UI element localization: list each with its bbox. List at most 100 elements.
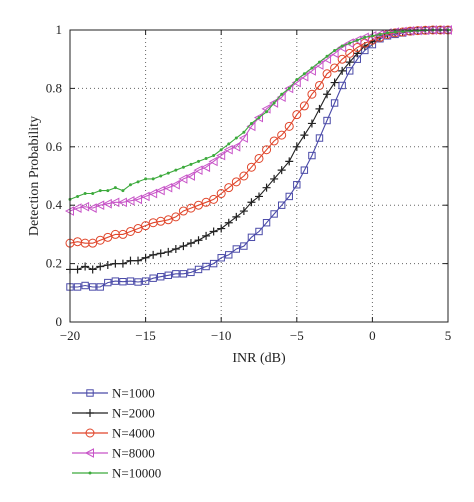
series-line [69,29,448,212]
data-point [242,130,246,134]
data-point [202,262,210,271]
data-point [255,192,263,201]
x-tick-label: −20 [60,328,80,343]
data-point [87,203,97,213]
data-point [201,162,211,173]
series-n-10000 [68,28,450,201]
data-point [193,165,203,175]
series-n-2000 [66,26,452,274]
data-point [300,131,309,140]
data-point [270,174,279,183]
data-point [125,226,135,236]
data-point [378,32,382,36]
data-point [140,191,150,202]
data-point [353,49,362,58]
data-point [277,201,286,209]
data-point [163,215,173,225]
data-point [239,207,248,216]
data-point [156,249,165,258]
data-point [217,224,226,233]
data-point [166,171,170,175]
data-point [325,54,329,58]
legend-label: N=10000 [112,466,161,481]
data-point [302,72,306,76]
data-point [277,130,287,140]
legend-item: N=8000 [72,446,155,461]
data-point [103,232,113,242]
series-line [70,29,448,288]
legend: N=1000 N=2000 N=4000 N=8000 N=10000 [72,386,161,481]
data-point [253,112,263,123]
data-point [208,156,218,167]
data-point [315,104,324,113]
data-point [257,116,261,120]
data-point [315,134,324,142]
data-point [323,116,331,125]
data-point [134,256,143,265]
data-point [83,192,87,196]
data-point [231,177,241,187]
data-point [88,283,97,291]
data-point [355,38,359,42]
data-point [155,185,165,196]
data-point [308,151,316,160]
legend-item: N=2000 [72,406,155,421]
data-point [186,203,196,213]
y-tick-label: 0.8 [46,80,62,95]
data-point [174,168,178,172]
data-point [118,229,128,239]
data-point [133,224,143,234]
legend-item: N=4000 [72,426,155,441]
data-point [151,177,155,181]
data-point [348,41,352,45]
data-point [345,48,355,58]
data-point [113,186,117,190]
data-point [194,200,204,210]
data-point [171,245,180,253]
data-point [284,83,294,94]
data-point [128,183,132,187]
data-point [132,194,143,205]
data-point [293,181,301,189]
data-point [73,265,82,274]
data-point [209,227,218,236]
data-point [359,32,369,43]
data-point [345,58,354,67]
legend-label: N=2000 [112,406,155,421]
data-point [330,78,339,87]
legend-item: N=1000 [72,386,155,401]
data-point [134,278,142,286]
data-point [280,92,284,96]
data-point [223,144,233,155]
data-point [149,250,158,259]
data-point [136,180,140,184]
legend-label: N=4000 [112,426,155,441]
data-point [197,159,201,163]
series-n-8000 [64,25,452,216]
data-point [307,119,316,128]
data-point [247,233,256,242]
data-point [216,150,226,161]
data-point [262,219,271,227]
legend-marker [86,409,94,417]
data-point [209,194,219,204]
y-tick-label: 1 [56,22,63,37]
data-point [255,227,263,236]
data-point [117,197,127,208]
data-point [106,189,110,193]
data-point [269,136,279,146]
data-point [81,281,89,290]
data-point [72,203,82,213]
data-point [246,162,256,172]
data-point [224,183,234,193]
data-point [88,238,98,248]
data-point [179,242,188,251]
data-point [225,251,233,259]
data-point [262,183,271,192]
data-point [164,271,172,279]
legend-marker [88,471,92,475]
data-point [119,278,127,286]
x-tick-label: −10 [211,328,231,343]
data-point [126,277,135,285]
legend-label: N=8000 [112,446,155,461]
